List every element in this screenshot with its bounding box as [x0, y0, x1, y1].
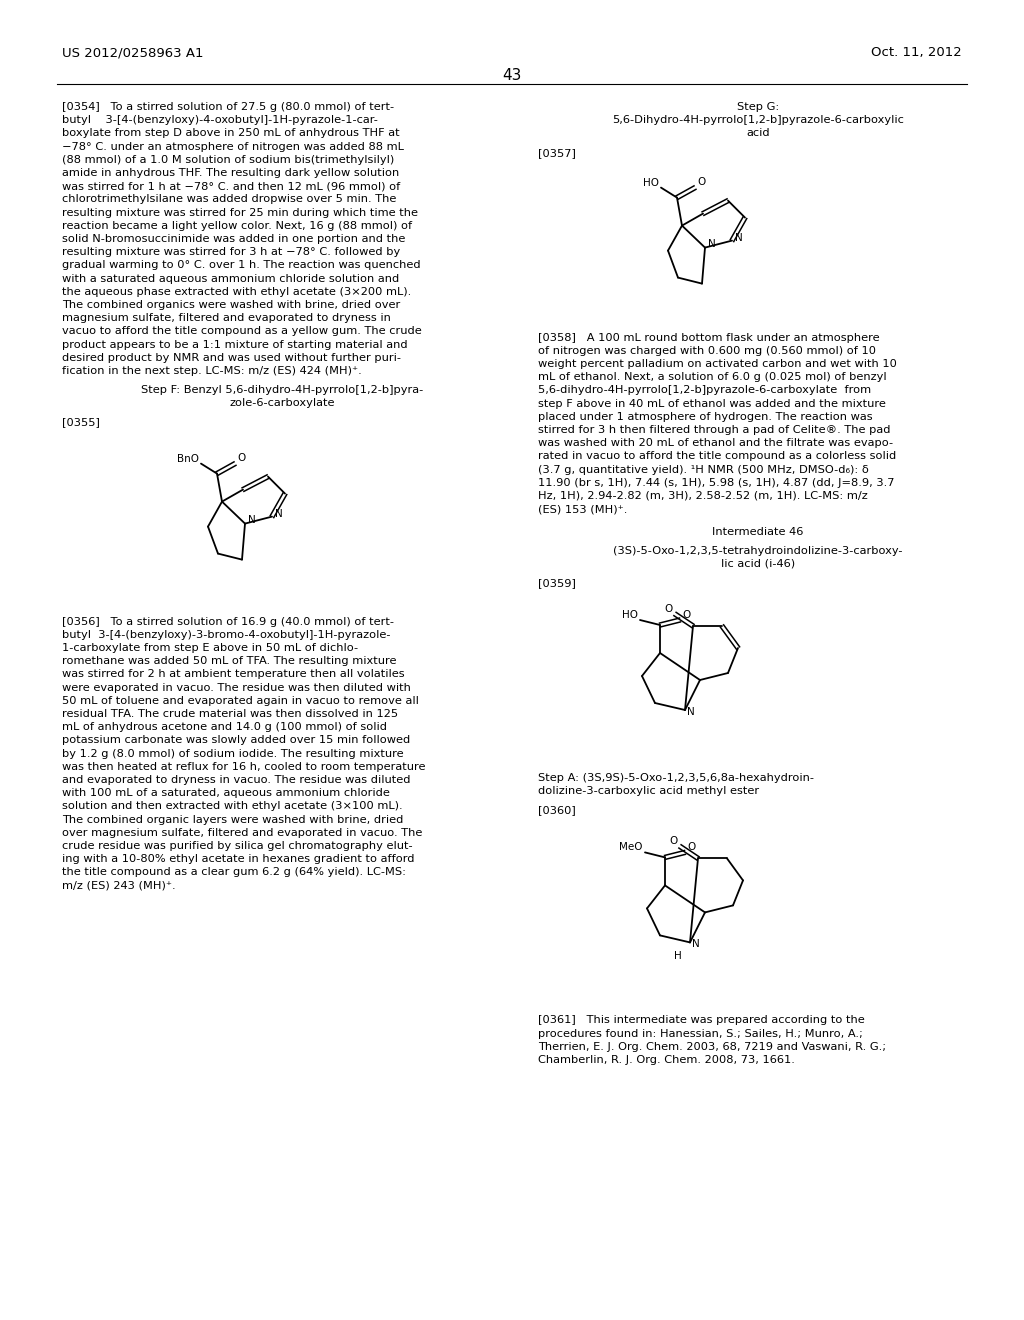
Text: potassium carbonate was slowly added over 15 min followed: potassium carbonate was slowly added ove…	[62, 735, 411, 746]
Text: [0358]   A 100 mL round bottom flask under an atmosphere: [0358] A 100 mL round bottom flask under…	[538, 333, 880, 343]
Text: crude residue was purified by silica gel chromatography elut-: crude residue was purified by silica gel…	[62, 841, 413, 851]
Text: resulting mixture was stirred for 3 h at −78° C. followed by: resulting mixture was stirred for 3 h at…	[62, 247, 400, 257]
Text: Intermediate 46: Intermediate 46	[713, 528, 804, 537]
Text: with 100 mL of a saturated, aqueous ammonium chloride: with 100 mL of a saturated, aqueous ammo…	[62, 788, 390, 799]
Text: residual TFA. The crude material was then dissolved in 125: residual TFA. The crude material was the…	[62, 709, 398, 719]
Text: O: O	[682, 610, 690, 620]
Text: chlorotrimethylsilane was added dropwise over 5 min. The: chlorotrimethylsilane was added dropwise…	[62, 194, 396, 205]
Text: butyl    3-[4-(benzyloxy)-4-oxobutyl]-1H-pyrazole-1-car-: butyl 3-[4-(benzyloxy)-4-oxobutyl]-1H-py…	[62, 115, 378, 125]
Text: vacuo to afford the title compound as a yellow gum. The crude: vacuo to afford the title compound as a …	[62, 326, 422, 337]
Text: was stirred for 1 h at −78° C. and then 12 mL (96 mmol) of: was stirred for 1 h at −78° C. and then …	[62, 181, 400, 191]
Text: procedures found in: Hanessian, S.; Sailes, H.; Munro, A.;: procedures found in: Hanessian, S.; Sail…	[538, 1028, 863, 1039]
Text: 5,6-dihydro-4H-pyrrolo[1,2-b]pyrazole-6-carboxylate  from: 5,6-dihydro-4H-pyrrolo[1,2-b]pyrazole-6-…	[538, 385, 871, 396]
Text: Oct. 11, 2012: Oct. 11, 2012	[871, 46, 962, 59]
Text: dolizine-3-carboxylic acid methyl ester: dolizine-3-carboxylic acid methyl ester	[538, 787, 759, 796]
Text: O: O	[665, 605, 673, 614]
Text: O: O	[670, 837, 678, 846]
Text: [0361]   This intermediate was prepared according to the: [0361] This intermediate was prepared ac…	[538, 1015, 864, 1026]
Text: solid N-bromosuccinimide was added in one portion and the: solid N-bromosuccinimide was added in on…	[62, 234, 406, 244]
Text: zole-6-carboxylate: zole-6-carboxylate	[229, 399, 335, 408]
Text: Step F: Benzyl 5,6-dihydro-4H-pyrrolo[1,2-b]pyra-: Step F: Benzyl 5,6-dihydro-4H-pyrrolo[1,…	[141, 385, 423, 395]
Text: Therrien, E. J. Org. Chem. 2003, 68, 7219 and Vaswani, R. G.;: Therrien, E. J. Org. Chem. 2003, 68, 721…	[538, 1041, 886, 1052]
Text: [0357]: [0357]	[538, 148, 575, 157]
Text: was then heated at reflux for 16 h, cooled to room temperature: was then heated at reflux for 16 h, cool…	[62, 762, 426, 772]
Text: amide in anhydrous THF. The resulting dark yellow solution: amide in anhydrous THF. The resulting da…	[62, 168, 399, 178]
Text: O: O	[697, 177, 706, 186]
Text: O: O	[687, 842, 695, 853]
Text: the aqueous phase extracted with ethyl acetate (3×200 mL).: the aqueous phase extracted with ethyl a…	[62, 286, 412, 297]
Text: [0355]: [0355]	[62, 417, 100, 426]
Text: [0356]   To a stirred solution of 16.9 g (40.0 mmol) of tert-: [0356] To a stirred solution of 16.9 g (…	[62, 616, 394, 627]
Text: [0354]   To a stirred solution of 27.5 g (80.0 mmol) of tert-: [0354] To a stirred solution of 27.5 g (…	[62, 102, 394, 112]
Text: desired product by NMR and was used without further puri-: desired product by NMR and was used with…	[62, 352, 401, 363]
Text: romethane was added 50 mL of TFA. The resulting mixture: romethane was added 50 mL of TFA. The re…	[62, 656, 396, 667]
Text: N: N	[275, 508, 283, 519]
Text: The combined organic layers were washed with brine, dried: The combined organic layers were washed …	[62, 814, 403, 825]
Text: magnesium sulfate, filtered and evaporated to dryness in: magnesium sulfate, filtered and evaporat…	[62, 313, 391, 323]
Text: reaction became a light yellow color. Next, 16 g (88 mmol) of: reaction became a light yellow color. Ne…	[62, 220, 412, 231]
Text: acid: acid	[746, 128, 770, 139]
Text: ing with a 10-80% ethyl acetate in hexanes gradient to afford: ing with a 10-80% ethyl acetate in hexan…	[62, 854, 415, 865]
Text: 5,6-Dihydro-4H-pyrrolo[1,2-b]pyrazole-6-carboxylic: 5,6-Dihydro-4H-pyrrolo[1,2-b]pyrazole-6-…	[612, 115, 904, 125]
Text: gradual warming to 0° C. over 1 h. The reaction was quenched: gradual warming to 0° C. over 1 h. The r…	[62, 260, 421, 271]
Text: N: N	[248, 515, 256, 524]
Text: were evaporated in vacuo. The residue was then diluted with: were evaporated in vacuo. The residue wa…	[62, 682, 411, 693]
Text: Step A: (3S,9S)-5-Oxo-1,2,3,5,6,8a-hexahydroin-: Step A: (3S,9S)-5-Oxo-1,2,3,5,6,8a-hexah…	[538, 774, 814, 783]
Text: Hz, 1H), 2.94-2.82 (m, 3H), 2.58-2.52 (m, 1H). LC-MS: m/z: Hz, 1H), 2.94-2.82 (m, 3H), 2.58-2.52 (m…	[538, 491, 867, 502]
Text: was stirred for 2 h at ambient temperature then all volatiles: was stirred for 2 h at ambient temperatu…	[62, 669, 404, 680]
Text: was washed with 20 mL of ethanol and the filtrate was evapo-: was washed with 20 mL of ethanol and the…	[538, 438, 893, 449]
Text: weight percent palladium on activated carbon and wet with 10: weight percent palladium on activated ca…	[538, 359, 897, 370]
Text: N: N	[708, 239, 716, 248]
Text: (ES) 153 (MH)⁺.: (ES) 153 (MH)⁺.	[538, 504, 628, 515]
Text: HO: HO	[622, 610, 638, 620]
Text: N: N	[735, 232, 742, 243]
Text: US 2012/0258963 A1: US 2012/0258963 A1	[62, 46, 204, 59]
Text: of nitrogen was charged with 0.600 mg (0.560 mmol) of 10: of nitrogen was charged with 0.600 mg (0…	[538, 346, 876, 356]
Text: [0359]: [0359]	[538, 578, 575, 587]
Text: HO: HO	[643, 178, 659, 187]
Text: (3.7 g, quantitative yield). ¹H NMR (500 MHz, DMSO-d₆): δ: (3.7 g, quantitative yield). ¹H NMR (500…	[538, 465, 869, 475]
Text: O: O	[237, 453, 246, 462]
Text: with a saturated aqueous ammonium chloride solution and: with a saturated aqueous ammonium chlori…	[62, 273, 399, 284]
Text: lic acid (i-46): lic acid (i-46)	[721, 558, 795, 569]
Text: the title compound as a clear gum 6.2 g (64% yield). LC-MS:: the title compound as a clear gum 6.2 g …	[62, 867, 406, 878]
Text: N: N	[687, 708, 694, 717]
Text: butyl  3-[4-(benzyloxy)-3-bromo-4-oxobutyl]-1H-pyrazole-: butyl 3-[4-(benzyloxy)-3-bromo-4-oxobuty…	[62, 630, 390, 640]
Text: (88 mmol) of a 1.0 M solution of sodium bis(trimethylsilyl): (88 mmol) of a 1.0 M solution of sodium …	[62, 154, 394, 165]
Text: N: N	[692, 940, 699, 949]
Text: solution and then extracted with ethyl acetate (3×100 mL).: solution and then extracted with ethyl a…	[62, 801, 402, 812]
Text: fication in the next step. LC-MS: m/z (ES) 424 (MH)⁺.: fication in the next step. LC-MS: m/z (E…	[62, 366, 361, 376]
Text: 1-carboxylate from step E above in 50 mL of dichlo-: 1-carboxylate from step E above in 50 mL…	[62, 643, 358, 653]
Text: product appears to be a 1:1 mixture of starting material and: product appears to be a 1:1 mixture of s…	[62, 339, 408, 350]
Text: Step G:: Step G:	[737, 102, 779, 112]
Text: stirred for 3 h then filtered through a pad of Celite®. The pad: stirred for 3 h then filtered through a …	[538, 425, 891, 436]
Text: (3S)-5-Oxo-1,2,3,5-tetrahydroindolizine-3-carboxy-: (3S)-5-Oxo-1,2,3,5-tetrahydroindolizine-…	[613, 545, 903, 556]
Text: m/z (ES) 243 (MH)⁺.: m/z (ES) 243 (MH)⁺.	[62, 880, 176, 891]
Text: step F above in 40 mL of ethanol was added and the mixture: step F above in 40 mL of ethanol was add…	[538, 399, 886, 409]
Text: placed under 1 atmosphere of hydrogen. The reaction was: placed under 1 atmosphere of hydrogen. T…	[538, 412, 872, 422]
Text: mL of anhydrous acetone and 14.0 g (100 mmol) of solid: mL of anhydrous acetone and 14.0 g (100 …	[62, 722, 387, 733]
Text: 43: 43	[503, 69, 521, 83]
Text: 50 mL of toluene and evaporated again in vacuo to remove all: 50 mL of toluene and evaporated again in…	[62, 696, 419, 706]
Text: MeO: MeO	[620, 842, 643, 853]
Text: by 1.2 g (8.0 mmol) of sodium iodide. The resulting mixture: by 1.2 g (8.0 mmol) of sodium iodide. Th…	[62, 748, 403, 759]
Text: boxylate from step D above in 250 mL of anhydrous THF at: boxylate from step D above in 250 mL of …	[62, 128, 399, 139]
Text: BnO: BnO	[177, 454, 199, 463]
Text: H: H	[674, 952, 682, 961]
Text: mL of ethanol. Next, a solution of 6.0 g (0.025 mol) of benzyl: mL of ethanol. Next, a solution of 6.0 g…	[538, 372, 887, 383]
Text: and evaporated to dryness in vacuo. The residue was diluted: and evaporated to dryness in vacuo. The …	[62, 775, 411, 785]
Text: −78° C. under an atmosphere of nitrogen was added 88 mL: −78° C. under an atmosphere of nitrogen …	[62, 141, 403, 152]
Text: [0360]: [0360]	[538, 805, 575, 816]
Text: Chamberlin, R. J. Org. Chem. 2008, 73, 1661.: Chamberlin, R. J. Org. Chem. 2008, 73, 1…	[538, 1055, 795, 1065]
Text: The combined organics were washed with brine, dried over: The combined organics were washed with b…	[62, 300, 400, 310]
Text: 11.90 (br s, 1H), 7.44 (s, 1H), 5.98 (s, 1H), 4.87 (dd, J=8.9, 3.7: 11.90 (br s, 1H), 7.44 (s, 1H), 5.98 (s,…	[538, 478, 895, 488]
Text: resulting mixture was stirred for 25 min during which time the: resulting mixture was stirred for 25 min…	[62, 207, 418, 218]
Text: over magnesium sulfate, filtered and evaporated in vacuo. The: over magnesium sulfate, filtered and eva…	[62, 828, 422, 838]
Text: rated in vacuo to afford the title compound as a colorless solid: rated in vacuo to afford the title compo…	[538, 451, 896, 462]
